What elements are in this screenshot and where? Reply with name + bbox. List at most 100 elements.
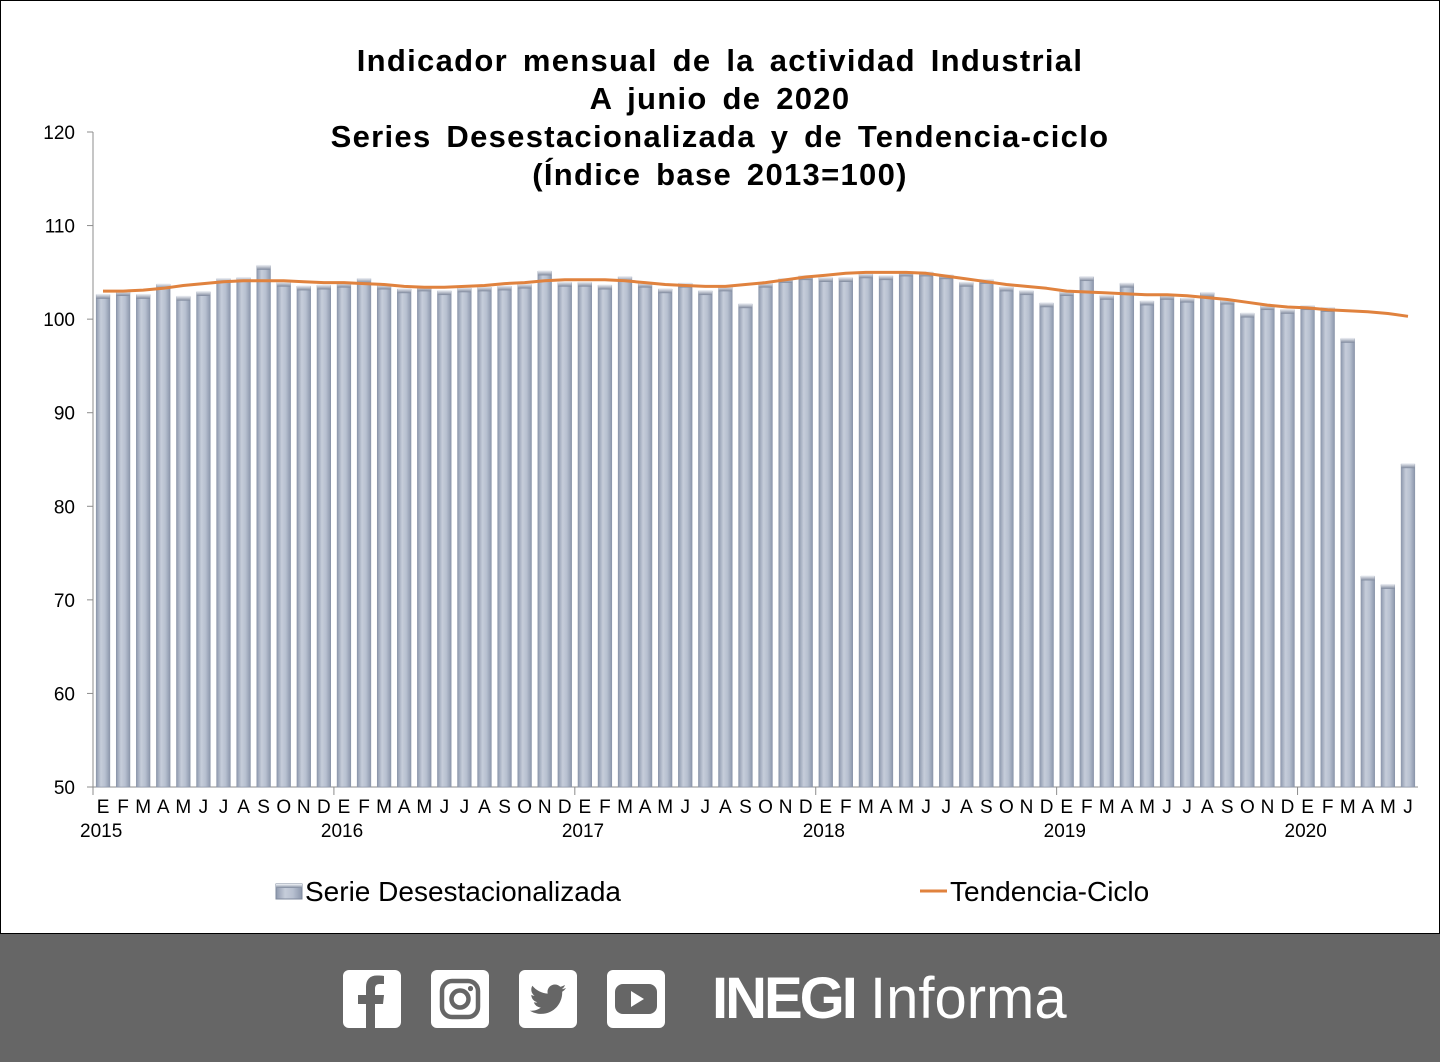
bar <box>959 281 974 788</box>
bar <box>898 271 914 788</box>
month-label: N <box>538 797 552 818</box>
y-tick-label: 80 <box>54 497 75 518</box>
y-tick-label: 50 <box>54 778 75 799</box>
bar <box>597 284 613 788</box>
legend: Serie Desestacionalizada Tendencia-Ciclo <box>275 876 1149 907</box>
month-label: S <box>498 797 511 818</box>
month-label: O <box>758 797 773 818</box>
instagram-icon[interactable] <box>431 970 489 1028</box>
month-label: O <box>1240 797 1255 818</box>
bar <box>376 284 392 788</box>
y-tick-label: 120 <box>43 123 75 144</box>
bar <box>1380 583 1396 788</box>
month-label: N <box>1261 797 1275 818</box>
bar <box>1099 294 1114 788</box>
bar <box>537 270 552 788</box>
y-tick-label: 90 <box>54 404 75 425</box>
brand-logo-inegi[interactable]: INEGI <box>712 966 858 1031</box>
bar-series <box>95 264 1416 788</box>
month-label: J <box>921 797 931 818</box>
bar <box>939 274 954 788</box>
bar <box>979 278 994 788</box>
month-label: A <box>157 797 170 818</box>
month-label: D <box>1281 797 1295 818</box>
bar <box>196 291 211 788</box>
bar <box>417 286 432 788</box>
month-label: J <box>199 797 209 818</box>
legend-label-trend: Tendencia-Ciclo <box>950 876 1149 907</box>
brand-logo-informa[interactable]: Informa <box>870 966 1067 1031</box>
facebook-icon[interactable] <box>343 970 401 1028</box>
bar <box>1159 294 1175 788</box>
month-label: S <box>980 797 993 818</box>
twitter-icon[interactable] <box>519 970 577 1028</box>
month-label: J <box>460 797 470 818</box>
bar <box>1180 297 1195 788</box>
month-label: M <box>858 797 874 818</box>
bar <box>316 284 331 788</box>
trend-line <box>103 270 1409 318</box>
month-label: J <box>1403 797 1413 818</box>
month-label: E <box>1301 797 1314 818</box>
year-label: 2020 <box>1285 821 1327 842</box>
month-label: J <box>219 797 229 818</box>
month-label: F <box>1081 797 1093 818</box>
month-label: F <box>1322 797 1334 818</box>
chart-title-line-4: (Índice base 2013=100) <box>532 157 908 192</box>
month-label: M <box>135 797 151 818</box>
bar <box>838 276 853 788</box>
bar <box>1220 299 1235 788</box>
bar <box>557 281 572 788</box>
month-label: O <box>999 797 1014 818</box>
bar <box>738 303 753 788</box>
bar <box>296 285 311 788</box>
bar <box>1019 290 1034 788</box>
bar <box>1059 291 1074 788</box>
month-label: J <box>941 797 951 818</box>
month-label: D <box>1040 797 1054 818</box>
month-label: A <box>1201 797 1214 818</box>
bar <box>517 283 532 788</box>
bar <box>256 264 271 788</box>
month-label: M <box>617 797 633 818</box>
bar <box>1320 306 1335 788</box>
month-label: A <box>478 797 491 818</box>
y-axis: 50 60 70 80 90 100 110 120 <box>43 123 94 799</box>
month-label: F <box>358 797 370 818</box>
month-label: J <box>701 797 711 818</box>
month-label: A <box>398 797 411 818</box>
youtube-icon[interactable] <box>607 970 665 1028</box>
month-label: F <box>840 797 852 818</box>
bar <box>1079 276 1094 788</box>
month-label: E <box>579 797 592 818</box>
year-label: 2017 <box>562 821 604 842</box>
month-label: D <box>799 797 813 818</box>
month-label: E <box>1060 797 1073 818</box>
y-tick-label: 60 <box>54 684 75 705</box>
bar <box>758 282 773 788</box>
month-label: M <box>657 797 673 818</box>
bar <box>176 295 191 788</box>
bar <box>95 293 111 788</box>
month-label: A <box>719 797 732 818</box>
month-label: O <box>517 797 532 818</box>
month-label: A <box>960 797 973 818</box>
bar <box>1280 308 1295 788</box>
bar <box>1200 291 1215 788</box>
month-label: O <box>276 797 291 818</box>
month-label: A <box>237 797 250 818</box>
bar <box>658 288 673 788</box>
bar <box>858 273 874 788</box>
month-label: J <box>680 797 690 818</box>
month-label: D <box>317 797 331 818</box>
bar <box>457 287 472 788</box>
bar <box>878 275 894 788</box>
month-label: E <box>97 797 110 818</box>
month-label: M <box>175 797 191 818</box>
month-label: M <box>1380 797 1396 818</box>
month-label: E <box>338 797 351 818</box>
bar <box>637 282 653 788</box>
bar <box>577 281 592 788</box>
bar <box>919 271 934 788</box>
